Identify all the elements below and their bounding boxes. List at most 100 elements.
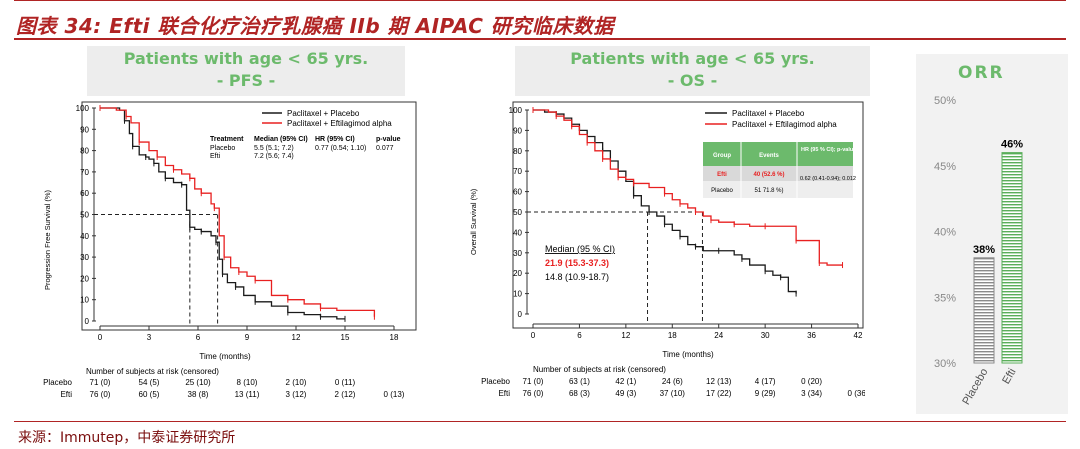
pfs-risk-value: 0 (11): [335, 378, 356, 387]
title-rule: [14, 38, 1066, 40]
os-legend-placebo-label: Paclitaxel + Placebo: [732, 109, 805, 118]
orr-category-label: Placebo: [960, 367, 990, 407]
pfs-axes: 0 10 20 30 40 50 60 70 80 90 100 0 3 6 9 12 15 18: [76, 104, 399, 342]
os-risk-value: 68 (3): [569, 389, 590, 398]
os-risk-value: 3 (34): [801, 389, 822, 398]
os-table-r0c2: 0.62 (0.41-0.94); 0.012: [800, 176, 856, 182]
os-median-efti: 21.9 (15.3-37.3): [545, 258, 609, 268]
os-risk-title: Number of subjects at risk (censored): [533, 365, 666, 374]
pfs-risk-value: 71 (0): [90, 378, 111, 387]
os-x-tick-label: 18: [668, 331, 677, 340]
os-risk-value: 24 (6): [662, 377, 683, 386]
os-x-tick-label: 42: [854, 331, 863, 340]
pfs-x-tick-label: 3: [147, 333, 152, 342]
bottom-rule: [14, 421, 1066, 422]
os-x-tick-label: 30: [761, 331, 770, 340]
pfs-y-tick-label: 50: [80, 211, 89, 220]
os-table-h2: HR (95 % CI); p-value: [801, 147, 856, 153]
os-risk-label: Efti: [498, 389, 510, 398]
os-risk-value: 9 (29): [755, 389, 776, 398]
os-legend-efti-label: Paclitaxel + Eftilagimod alpha: [732, 120, 837, 129]
os-risk-value: 63 (1): [569, 377, 590, 386]
os-ylabel: Overall Survival (%): [469, 188, 478, 255]
pfs-stats-r1c0: Efti: [210, 153, 221, 160]
pfs-stats-h2: HR (95% CI): [315, 136, 355, 143]
pfs-risk-value: 76 (0): [90, 390, 111, 399]
pfs-risk-value: 60 (5): [139, 390, 160, 399]
orr-bar-efti: [1001, 152, 1023, 364]
os-header-line1: Patients with age < 65 yrs.: [570, 49, 815, 68]
os-header: Patients with age < 65 yrs. - OS -: [515, 46, 870, 96]
os-y-tick-label: 50: [513, 208, 522, 217]
pfs-y-tick-label: 70: [80, 168, 89, 177]
pfs-risk-table: Placebo 71 (0) 54 (5) 25 (10) 8 (10) 2 (10) 0 …: [43, 378, 405, 399]
pfs-xlabel: Time (months): [199, 352, 251, 361]
pfs-ylabel: Progression Free Survival (%): [43, 189, 52, 290]
pfs-risk-value: 38 (8): [188, 390, 209, 399]
pfs-frame: [81, 101, 417, 331]
pfs-risk-value: 2 (10): [286, 378, 307, 387]
pfs-y-tick-label: 40: [80, 232, 89, 241]
os-legend: Paclitaxel + Placebo Paclitaxel + Eftila…: [705, 109, 837, 129]
source-note: 来源：Immutep，中泰证券研究所: [18, 430, 236, 446]
pfs-chart: 0 10 20 30 40 50 60 70 80 90 100 0 3 6 9 12 15 18 Paclita…: [43, 101, 417, 399]
os-frame: [512, 101, 864, 329]
os-risk-value: 37 (10): [660, 389, 686, 398]
os-chart: 0 10 20 30 40 50 60 70 80 90 100 0 6 12 18 24 30 36 42 Pac…: [469, 101, 865, 398]
orr-chart: 30% 35% 40% 45% 50% 38% Placebo 46% Efti: [934, 95, 1023, 407]
pfs-risk-title: Number of subjects at risk (censored): [86, 367, 219, 376]
pfs-x-tick-label: 12: [292, 333, 301, 342]
os-y-tick-label: 30: [513, 249, 522, 258]
os-axes: 0 10 20 30 40 50 60 70 80 90 100 0 6 12 18 24 30 36 42: [509, 106, 863, 340]
os-x-tick-label: 12: [621, 331, 630, 340]
pfs-y-tick-label: 90: [80, 125, 89, 134]
os-x-tick-label: 36: [807, 331, 816, 340]
pfs-risk-value: 8 (10): [237, 378, 258, 387]
os-x-tick-label: 24: [714, 331, 723, 340]
pfs-header: Patients with age < 65 yrs. - PFS -: [87, 46, 405, 96]
os-y-tick-label: 70: [513, 167, 522, 176]
top-rule: [14, 0, 1066, 1]
pfs-header-line2: - PFS -: [216, 71, 276, 90]
page-title: 图表 34: Efti 联合化疗治疗乳腺癌 IIb 期 AIPAC 研究临床数据: [16, 14, 614, 38]
legend-placebo-label: Paclitaxel + Placebo: [287, 109, 360, 118]
orr-y-tick-label: 45%: [934, 161, 956, 173]
os-risk-value: 4 (17): [755, 377, 776, 386]
os-table-r1c1: 51 71.8 %): [754, 188, 783, 194]
os-risk-table: Placebo 71 (0) 63 (1) 42 (1) 24 (6) 12 (13) 4 …: [481, 377, 865, 398]
pfs-x-tick-label: 9: [245, 333, 250, 342]
pfs-series-placebo: [100, 107, 345, 320]
pfs-risk-label: Placebo: [43, 378, 72, 387]
orr-y-tick-label: 35%: [934, 292, 956, 304]
orr-title: ORR: [958, 63, 1005, 83]
pfs-y-tick-label: 10: [80, 296, 89, 305]
pfs-risk-value: 13 (11): [235, 390, 260, 399]
legend-efti-label: Paclitaxel + Eftilagimod alpha: [287, 119, 392, 128]
os-risk-value: 49 (3): [615, 389, 636, 398]
pfs-x-tick-label: 6: [196, 333, 201, 342]
pfs-risk-label: Efti: [60, 390, 72, 399]
os-table-h0: Group: [713, 153, 731, 159]
os-y-tick-label: 100: [509, 106, 523, 115]
orr-y-tick-label: 30%: [934, 358, 956, 370]
os-y-tick-label: 80: [513, 147, 522, 156]
os-risk-value: 0 (20): [801, 377, 822, 386]
os-x-tick-label: 6: [577, 331, 582, 340]
os-reference-lines: [527, 211, 703, 324]
pfs-y-tick-label: 0: [85, 317, 90, 326]
os-median-title: Median (95 % CI): [545, 244, 615, 254]
pfs-series: [99, 105, 376, 322]
os-risk-value: 12 (13): [706, 377, 732, 386]
title-bar: 图表 34: Efti 联合化疗治疗乳腺癌 IIb 期 AIPAC 研究临床数据: [0, 0, 1080, 40]
orr-category-label: Efti: [1000, 367, 1018, 387]
pfs-stats-r0c2: 0.77 (0.54; 1.10): [315, 145, 366, 152]
os-table-r0c1: 40 (52.6 %): [753, 172, 784, 178]
pfs-x-tick-label: 15: [341, 333, 350, 342]
pfs-risk-value: 3 (12): [286, 390, 307, 399]
os-y-tick-label: 40: [513, 228, 522, 237]
orr-y-tick-label: 50%: [934, 95, 956, 107]
os-y-tick-label: 10: [513, 290, 522, 299]
orr-y-tick-label: 40%: [934, 227, 956, 239]
pfs-y-tick-label: 60: [80, 189, 89, 198]
os-table-r1c0: Placebo: [711, 188, 733, 194]
